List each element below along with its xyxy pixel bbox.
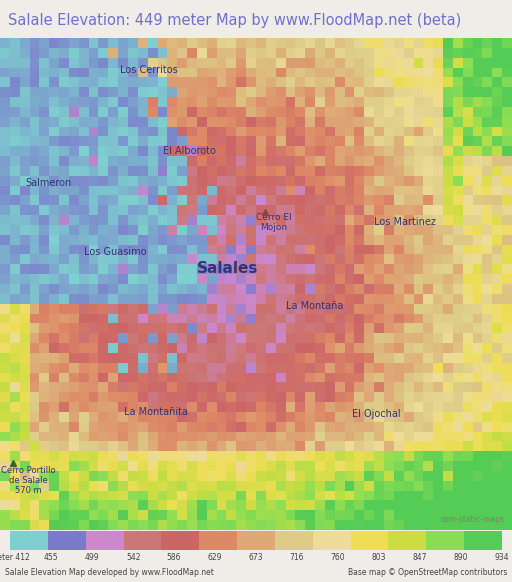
Text: 847: 847 [413, 552, 427, 562]
Bar [10, 531, 48, 550]
Text: Cerro El
Mojon: Cerro El Mojon [256, 212, 292, 232]
Bar [124, 531, 161, 550]
Text: La Montañita: La Montañita [124, 407, 188, 417]
Bar [351, 531, 388, 550]
Text: osm-static-maps: osm-static-maps [440, 514, 504, 524]
Text: El Alboroto: El Alboroto [163, 146, 216, 156]
Bar [199, 531, 237, 550]
Bar [237, 531, 275, 550]
Text: 934: 934 [495, 552, 509, 562]
Text: Salale Elevation: 449 meter Map by www.FloodMap.net (beta): Salale Elevation: 449 meter Map by www.F… [8, 13, 461, 29]
Text: El Ojochal: El Ojochal [352, 409, 400, 419]
Text: 673: 673 [249, 552, 263, 562]
Bar [313, 531, 351, 550]
Text: meter 412: meter 412 [0, 552, 30, 562]
Bar [161, 531, 199, 550]
Bar [388, 531, 426, 550]
Text: 760: 760 [331, 552, 345, 562]
Text: Cerro Portillo
de Salale
570 m: Cerro Portillo de Salale 570 m [1, 466, 55, 495]
Text: 542: 542 [126, 552, 140, 562]
Text: 716: 716 [290, 552, 304, 562]
Text: La Montaña: La Montaña [286, 301, 344, 311]
Text: 890: 890 [454, 552, 468, 562]
Text: Base map © OpenStreetMap contributors: Base map © OpenStreetMap contributors [348, 568, 507, 577]
Text: Salales: Salales [197, 261, 259, 276]
Bar [275, 531, 313, 550]
Text: Salmeron: Salmeron [26, 178, 72, 188]
Text: 455: 455 [44, 552, 58, 562]
Text: Salale Elevation Map developed by www.FloodMap.net: Salale Elevation Map developed by www.Fl… [5, 568, 214, 577]
Text: 629: 629 [208, 552, 222, 562]
Bar [48, 531, 86, 550]
Text: Los Guasimo: Los Guasimo [84, 247, 146, 257]
Bar [426, 531, 464, 550]
Text: 803: 803 [372, 552, 386, 562]
Text: 586: 586 [167, 552, 181, 562]
Text: 499: 499 [85, 552, 99, 562]
Bar [464, 531, 502, 550]
Text: Los Martinez: Los Martinez [374, 217, 435, 227]
Text: Los Cerritos: Los Cerritos [120, 65, 177, 75]
Bar [86, 531, 124, 550]
